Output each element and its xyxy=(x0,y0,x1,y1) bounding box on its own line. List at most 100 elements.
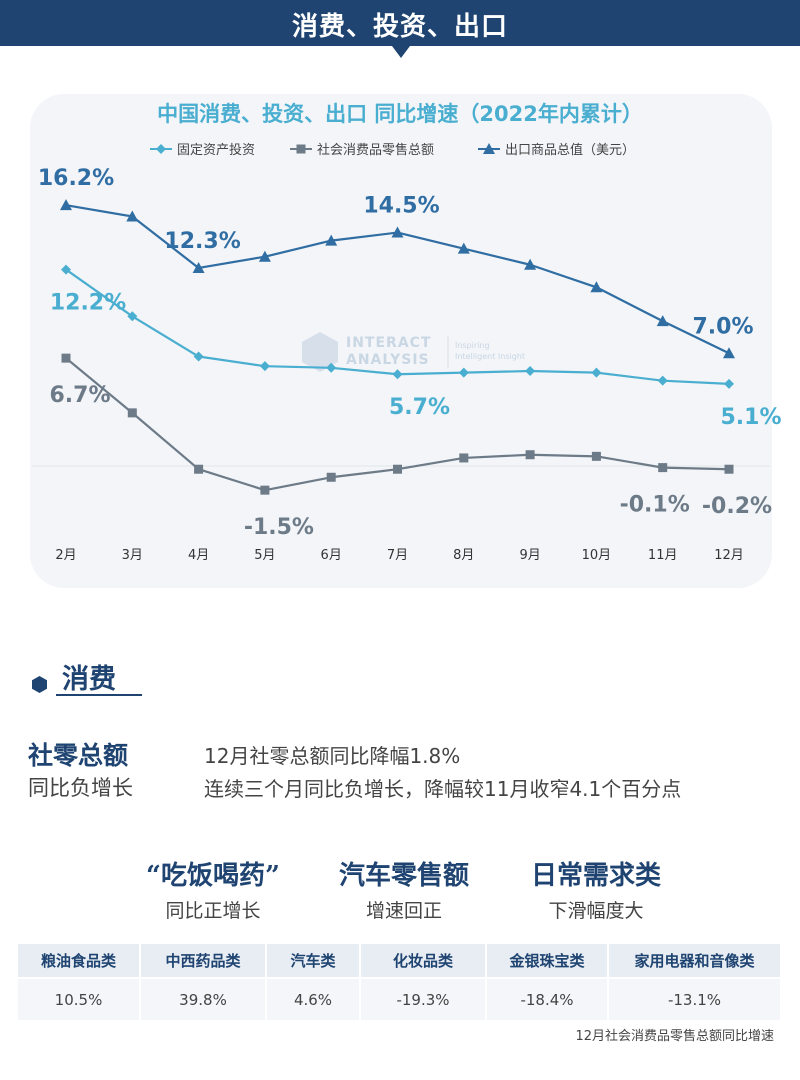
x-tick-label: 11月 xyxy=(648,548,678,563)
legend-label: 出口商品总值（美元） xyxy=(505,142,635,158)
legend-marker xyxy=(483,143,495,154)
data-point xyxy=(61,353,71,363)
highlight-subtitle: 下滑幅度大 xyxy=(548,900,644,922)
data-point xyxy=(457,242,470,254)
data-label: -0.1% xyxy=(620,493,690,518)
data-point xyxy=(525,366,536,377)
x-tick-label: 12月 xyxy=(714,548,744,563)
retail-heading: 社零总额 xyxy=(28,741,129,770)
data-label: 12.3% xyxy=(164,229,240,254)
data-label: 6.7% xyxy=(49,383,110,408)
legend-marker xyxy=(296,144,306,154)
category-growth-table: 粮油食品类 中西药品类 汽车类 化妆品类 金银珠宝类 家用电器和音像类 10.5… xyxy=(18,944,780,1020)
data-point xyxy=(258,250,271,262)
data-label: 12.2% xyxy=(50,291,126,316)
table-header-cell: 金银珠宝类 xyxy=(486,944,609,978)
highlight-subtitle: 同比正增长 xyxy=(165,900,261,922)
data-point xyxy=(459,453,469,463)
legend-label: 社会消费品零售总额 xyxy=(317,142,434,158)
highlight-title: 汽车零售额 xyxy=(338,861,469,891)
data-point xyxy=(657,375,668,386)
data-point xyxy=(658,463,668,473)
table-cell: -13.1% xyxy=(608,977,780,1020)
x-tick-label: 9月 xyxy=(519,548,540,563)
table-row: 10.5% 39.8% 4.6% -19.3% -18.4% -13.1% xyxy=(18,977,780,1020)
retail-subheading: 同比负增长 xyxy=(28,776,133,800)
watermark-text: Inspiring xyxy=(455,341,490,350)
data-label: -0.2% xyxy=(702,494,772,519)
data-point xyxy=(60,199,72,211)
data-point xyxy=(326,472,336,482)
watermark-text: Intelligent Insight xyxy=(455,352,525,361)
highlight-title: 日常需求类 xyxy=(530,861,661,891)
data-point xyxy=(193,351,204,362)
retail-note-2: 连续三个月同比负增长，降幅较11月收窄4.1个百分点 xyxy=(204,777,682,801)
x-tick-label: 10月 xyxy=(582,548,612,563)
table-cell: -18.4% xyxy=(486,977,609,1020)
data-point xyxy=(524,258,537,270)
legend-marker xyxy=(156,144,166,154)
data-point xyxy=(260,485,270,495)
data-point xyxy=(127,408,137,418)
highlight-subtitle: 增速回正 xyxy=(365,900,442,922)
data-point xyxy=(194,464,204,474)
section-underline xyxy=(56,694,142,696)
table-cell: 10.5% xyxy=(18,977,141,1020)
section-hexagon-icon xyxy=(32,676,47,693)
table-cell: 4.6% xyxy=(266,977,361,1020)
chart-title: 中国消费、投资、出口 同比增速（2022年内累计） xyxy=(157,102,643,126)
data-label: 5.1% xyxy=(720,405,781,430)
data-point xyxy=(393,464,402,474)
x-tick-label: 6月 xyxy=(321,548,342,563)
data-point xyxy=(656,315,669,327)
x-tick-label: 4月 xyxy=(188,548,209,563)
data-label: 7.0% xyxy=(692,314,753,339)
table-cell: -19.3% xyxy=(360,977,487,1020)
retail-note-1: 12月社零总额同比降幅1.8% xyxy=(204,744,461,768)
table-header-cell: 化妆品类 xyxy=(360,944,487,978)
table-header-row: 粮油食品类 中西药品类 汽车类 化妆品类 金银珠宝类 家用电器和音像类 xyxy=(18,944,780,978)
data-point xyxy=(724,464,734,474)
watermark-text: ANALYSIS xyxy=(346,352,430,368)
table-caption: 12月社会消费品零售总额同比增速 xyxy=(575,1029,774,1044)
highlight-food-medicine: “吃饭喝药” 同比正增长 xyxy=(118,855,308,923)
page-title: 消费、投资、出口 xyxy=(291,12,508,42)
data-point xyxy=(591,367,602,378)
table-header-cell: 汽车类 xyxy=(266,944,361,978)
chart-panel xyxy=(30,94,772,588)
banner-notch xyxy=(392,46,410,58)
data-point xyxy=(127,311,138,322)
table-header-cell: 粮油食品类 xyxy=(18,944,141,978)
data-point xyxy=(192,261,205,273)
x-tick-label: 7月 xyxy=(387,548,408,563)
data-point xyxy=(259,361,270,372)
data-point xyxy=(392,369,403,380)
legend-label: 固定资产投资 xyxy=(177,142,255,158)
watermark-text: INTERACT xyxy=(346,335,431,351)
highlight-daily-needs: 日常需求类 下滑幅度大 xyxy=(504,855,688,923)
x-tick-label: 3月 xyxy=(122,548,143,563)
x-tick-label: 2月 xyxy=(55,548,76,563)
data-point xyxy=(724,378,734,389)
section-title: 消费 xyxy=(62,664,116,695)
table-header-cell: 家用电器和音像类 xyxy=(608,944,780,978)
data-label: 5.7% xyxy=(389,395,450,420)
header-banner: 消费、投资、出口 xyxy=(0,0,800,46)
line-chart: 中国消费、投资、出口 同比增速（2022年内累计） INTERACTANALYSI… xyxy=(32,102,782,563)
highlight-title: “吃饭喝药” xyxy=(146,861,280,891)
x-tick-label: 5月 xyxy=(254,548,275,563)
data-point xyxy=(458,367,469,378)
data-point xyxy=(590,281,603,293)
data-point xyxy=(126,210,139,222)
data-point xyxy=(525,450,535,460)
data-label: -1.5% xyxy=(244,515,314,540)
highlight-auto: 汽车零售额 增速回正 xyxy=(312,855,496,923)
x-tick-label: 8月 xyxy=(453,548,474,563)
data-label: 16.2% xyxy=(38,166,114,191)
watermark-logo-icon xyxy=(302,332,338,372)
data-point xyxy=(325,234,338,246)
data-label: 14.5% xyxy=(363,194,439,219)
data-point xyxy=(391,226,404,238)
table-cell: 39.8% xyxy=(140,977,267,1020)
data-point xyxy=(61,264,71,275)
